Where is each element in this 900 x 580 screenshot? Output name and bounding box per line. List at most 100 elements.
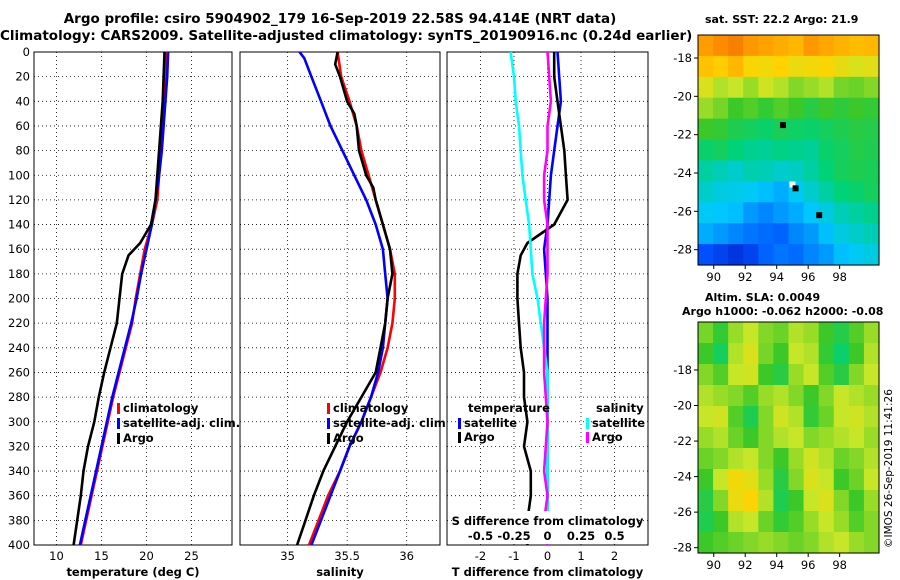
map-cell <box>698 343 714 365</box>
map-cell <box>803 244 820 266</box>
legend-swatch <box>458 432 461 443</box>
map-x-tick-label: 92 <box>738 558 753 572</box>
legend-label: satellite <box>464 416 517 430</box>
map-cell <box>788 97 805 120</box>
map-cell <box>788 35 805 57</box>
map-cell <box>833 118 850 141</box>
map-cell <box>758 532 775 554</box>
map-cell <box>848 139 865 162</box>
map-cell <box>788 448 805 470</box>
map-cell <box>698 511 714 533</box>
map-cell <box>848 181 865 203</box>
map-cell <box>758 55 775 78</box>
map-cell <box>818 448 835 470</box>
map-cell <box>773 76 790 99</box>
map-x-tick-label: 94 <box>769 270 784 284</box>
map-cell <box>758 406 775 428</box>
map-cell <box>833 202 850 224</box>
map-cell <box>803 511 820 533</box>
x-tick-label: 36 <box>399 549 414 563</box>
map-cell <box>743 244 759 266</box>
map-cell <box>728 55 744 78</box>
map-cell <box>863 490 880 512</box>
map-cell <box>863 364 880 386</box>
map-cell <box>848 76 865 99</box>
map-cell <box>773 181 790 203</box>
map-cell <box>788 160 805 182</box>
map-cell <box>698 181 714 203</box>
top-tick-label: -0.5 <box>468 529 493 543</box>
map-cell <box>713 244 729 266</box>
map-cell <box>713 532 729 554</box>
map-cell <box>833 97 850 120</box>
map-cell <box>848 469 865 491</box>
map-x-tick-label: 94 <box>769 558 784 572</box>
top-tick-label: 0.5 <box>604 529 624 543</box>
map-cell <box>698 322 714 344</box>
map-cell <box>728 244 744 266</box>
x-tick-label: 15 <box>94 549 109 563</box>
map-cell <box>698 55 714 78</box>
map-cell <box>713 97 729 120</box>
map-cell <box>743 385 759 407</box>
map-cell <box>818 322 835 344</box>
credit-text: ©IMOS 26-Sep-2019 11:41:26 <box>883 389 895 548</box>
map-cell <box>728 364 744 386</box>
x-tick-label: 10 <box>49 549 64 563</box>
map-cell <box>743 427 759 449</box>
map-cell <box>788 202 805 224</box>
map-cell <box>833 469 850 491</box>
map-cell <box>803 76 820 99</box>
y-tick-label: 120 <box>8 193 30 207</box>
sla-map-title: Altim. SLA: 0.0049 <box>705 291 821 304</box>
map-cell <box>728 532 744 554</box>
map-cell <box>848 427 865 449</box>
top-tick-label: -0.25 <box>497 529 530 543</box>
map-cell <box>773 364 790 386</box>
map-cell <box>833 181 850 203</box>
map-cell <box>848 532 865 554</box>
map-y-tick-label: -20 <box>673 89 692 103</box>
map-cell <box>743 118 759 141</box>
map-cell <box>773 160 790 182</box>
map-cell <box>833 490 850 512</box>
series-line-satellite-adj-clim- <box>298 51 389 546</box>
map-y-tick-label: -22 <box>673 434 692 448</box>
map-cell <box>788 55 805 78</box>
map-cell <box>818 364 835 386</box>
map-cell <box>698 364 714 386</box>
map-cell <box>818 490 835 512</box>
map-cell <box>803 406 820 428</box>
map-cell <box>848 202 865 224</box>
map-cell <box>833 448 850 470</box>
map-cell <box>713 35 729 57</box>
map-cell <box>788 118 805 141</box>
map-marker <box>792 185 799 192</box>
top-tick-label: 0 <box>543 529 551 543</box>
series-line-satellite-adj-clim- <box>78 51 170 546</box>
map-cell <box>818 181 835 203</box>
x-axis-label: T difference from climatology <box>452 565 644 579</box>
map-x-tick-label: 90 <box>706 558 721 572</box>
map-cell <box>788 76 805 99</box>
map-cell <box>863 385 880 407</box>
legend-swatch <box>327 418 330 429</box>
y-tick-label: 200 <box>8 292 30 306</box>
map-cell <box>803 427 820 449</box>
map-cell <box>833 385 850 407</box>
y-tick-label: 20 <box>15 70 30 84</box>
map-cell <box>758 427 775 449</box>
legend-label: satellite <box>592 416 645 430</box>
map-x-tick-label: 98 <box>832 558 847 572</box>
y-tick-label: 140 <box>8 218 30 232</box>
map-cell <box>833 35 850 57</box>
map-x-tick-label: 96 <box>801 270 816 284</box>
map-cell <box>818 532 835 554</box>
top-axis-label: S difference from climatology <box>452 514 644 528</box>
map-cell <box>818 469 835 491</box>
sla-map-subtitle: Argo h1000: -0.062 h2000: -0.08 <box>682 305 884 318</box>
map-cell <box>848 118 865 141</box>
map-cell <box>818 406 835 428</box>
x-tick-label: -2 <box>475 549 486 563</box>
map-cell <box>803 364 820 386</box>
